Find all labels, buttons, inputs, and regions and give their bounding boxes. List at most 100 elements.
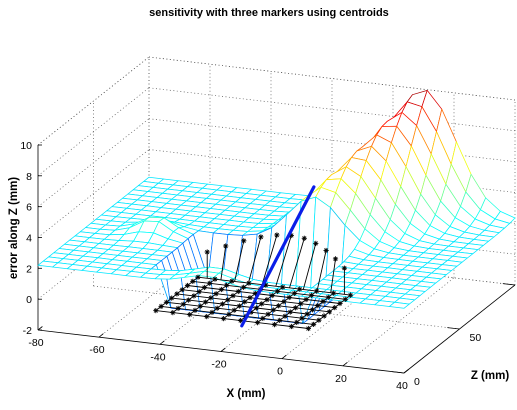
marker-grid-line <box>200 305 218 309</box>
marker-stroke <box>180 287 185 292</box>
z-tick-label: 4 <box>26 233 32 245</box>
marker-stroke <box>311 322 316 327</box>
marker-stroke <box>310 307 315 312</box>
x-tick <box>281 354 287 360</box>
marker-point <box>236 303 242 309</box>
marker-stroke <box>170 310 175 315</box>
marker-point <box>258 234 264 240</box>
marker-point <box>320 298 326 305</box>
marker-grid-line <box>239 305 257 309</box>
marker-grid-line <box>194 309 213 313</box>
x-tick <box>98 333 104 338</box>
marker-stroke <box>205 249 210 255</box>
marker-point <box>294 319 300 325</box>
marker-point <box>270 307 276 313</box>
marker-stroke <box>237 303 242 309</box>
marker-point <box>169 295 175 301</box>
marker-stroke <box>255 320 260 325</box>
marker-stroke <box>215 306 220 311</box>
marker-stroke <box>153 308 159 313</box>
marker-stroke <box>298 301 303 306</box>
marker-stroke <box>238 318 243 323</box>
marker-stroke <box>321 313 327 319</box>
marker-point <box>241 238 247 244</box>
marker-point <box>281 299 287 305</box>
marker-point <box>203 299 209 305</box>
marker-point <box>224 282 230 288</box>
marker-grid-line <box>257 322 275 326</box>
marker-point <box>293 305 299 311</box>
marker-stroke <box>331 290 336 296</box>
marker-stroke <box>209 310 215 315</box>
marker-grid-line <box>262 317 280 321</box>
marker-stroke <box>281 299 287 304</box>
marker-grid-line <box>206 316 224 320</box>
marker-stroke <box>299 316 305 321</box>
marker-stroke <box>219 287 224 292</box>
marker-stroke <box>164 300 169 305</box>
marker-stroke <box>224 283 229 288</box>
marker-point <box>269 292 275 299</box>
z-error-line-group <box>240 185 316 328</box>
marker-stroke <box>212 276 218 282</box>
marker-point <box>247 295 253 301</box>
marker-point <box>280 284 286 290</box>
marker-point <box>209 309 215 315</box>
marker-stroke <box>223 243 228 249</box>
marker-grid-line <box>295 307 313 311</box>
marker-stroke <box>327 309 332 314</box>
z-tick-label: 0 <box>26 294 32 306</box>
marker-stroke <box>185 283 190 288</box>
marker-point <box>288 323 294 330</box>
marker-point <box>201 284 207 291</box>
marker-stroke <box>196 289 202 294</box>
marker-grid-line <box>249 297 267 301</box>
x-tick-label: 40 <box>396 380 408 392</box>
marker-grid-line <box>260 288 278 292</box>
marker-stroke <box>342 265 347 271</box>
marker-point <box>321 313 327 319</box>
marker-stroke <box>241 238 246 243</box>
side-wall-grid-line <box>37 87 150 177</box>
marker-point <box>331 290 337 296</box>
marker-stroke <box>264 297 270 302</box>
z-tick-label: 2 <box>26 263 32 275</box>
marker-grid-line <box>266 299 284 303</box>
marker-grid-line <box>155 310 173 314</box>
marker-point <box>163 299 169 305</box>
marker-point <box>254 320 261 326</box>
marker-point <box>218 286 224 293</box>
marker-point <box>274 288 281 294</box>
marker-grid-line <box>291 326 309 329</box>
z-tick-label: 10 <box>20 140 32 152</box>
marker-point <box>326 309 332 315</box>
y-tick-label: 50 <box>470 332 482 344</box>
marker-grid-line <box>216 293 234 297</box>
marker-stroke <box>191 293 197 299</box>
marker-grid-line <box>312 309 330 313</box>
marker-grid-line <box>279 319 297 323</box>
marker-stroke <box>289 324 294 329</box>
marker-stroke <box>294 320 299 325</box>
marker-grid-line <box>187 285 205 288</box>
marker-grid-line <box>232 295 251 299</box>
marker-point <box>332 256 339 262</box>
marker-grid-line <box>272 295 290 298</box>
axis-box-edge <box>148 56 516 101</box>
marker-vector <box>302 243 317 290</box>
marker-point <box>225 297 231 303</box>
x-tick <box>342 361 348 367</box>
marker-vector <box>316 250 327 292</box>
marker-stroke <box>313 241 318 246</box>
marker-point <box>242 299 248 305</box>
marker-grid-line <box>222 303 240 307</box>
marker-grid-line <box>243 286 261 290</box>
x-tick-label: -20 <box>211 359 226 371</box>
marker-grid-line <box>268 313 286 317</box>
marker-point <box>311 321 317 327</box>
marker-point <box>313 240 319 246</box>
marker-stroke <box>236 289 241 294</box>
marker-grid-line <box>282 286 300 290</box>
